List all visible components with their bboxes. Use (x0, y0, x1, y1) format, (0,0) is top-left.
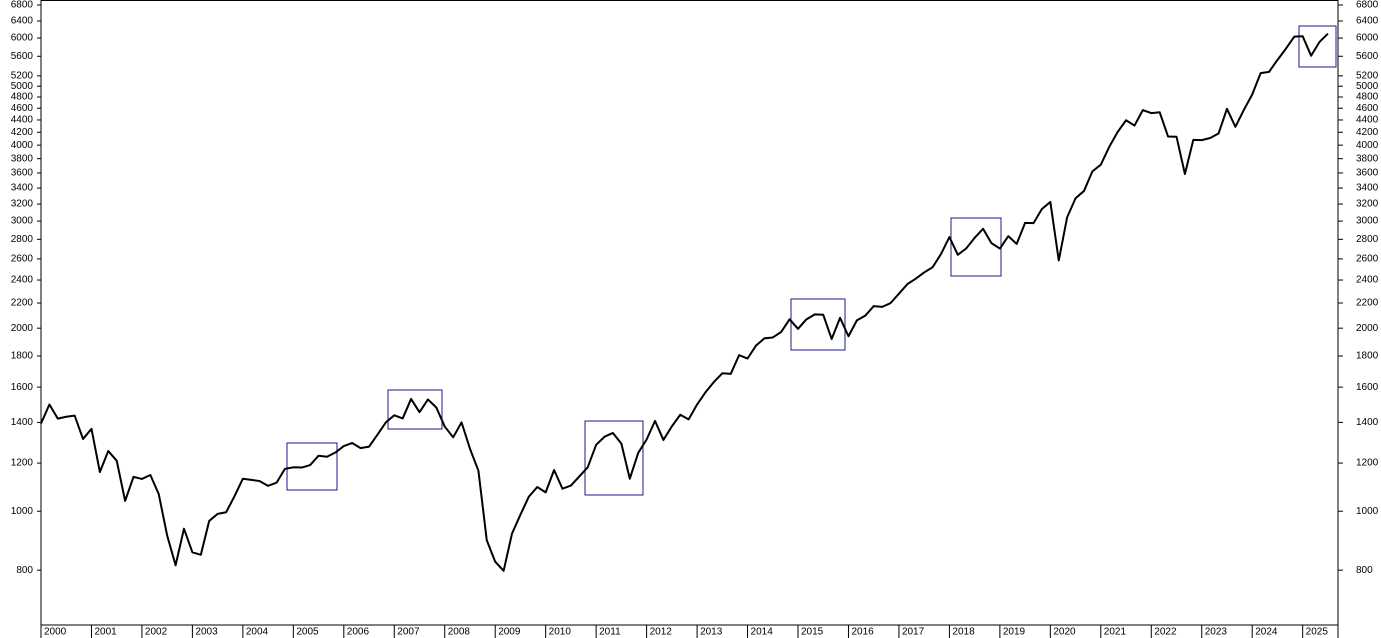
y-tick-label: 3400 (11, 183, 34, 194)
x-tick-label: 2009 (498, 627, 521, 638)
y2-tick-label: 5200 (1356, 70, 1379, 81)
x-tick-label: 2001 (94, 627, 117, 638)
x-tick-label: 2020 (1053, 627, 1076, 638)
x-tick-label: 2011 (599, 627, 621, 638)
y2-tick-label: 4600 (1356, 103, 1379, 114)
y2-tick-label: 4800 (1356, 92, 1379, 103)
highlight-box (1298, 25, 1337, 68)
y-tick-label: 3600 (11, 168, 34, 179)
y-tick-label: 3200 (11, 199, 34, 210)
y-tick-label: 2200 (11, 298, 34, 309)
y2-tick-label: 6800 (1356, 0, 1379, 11)
x-tick-label: 2000 (44, 627, 67, 638)
y2-tick-label: 2600 (1356, 254, 1379, 265)
y2-tick-label: 2200 (1356, 298, 1379, 309)
x-tick-label: 2013 (700, 627, 723, 638)
y-tick-label: 1000 (11, 506, 34, 517)
x-tick-label: 2023 (1205, 627, 1228, 638)
y2-tick-label: 3200 (1356, 199, 1379, 210)
highlight-box (286, 442, 338, 491)
x-tick-label: 2012 (650, 627, 673, 638)
y-tick-label: 5600 (11, 51, 34, 62)
y2-tick-label: 5000 (1356, 81, 1379, 92)
y2-tick-label: 2800 (1356, 234, 1379, 245)
x-tick-label: 2004 (246, 627, 269, 638)
x-tick-label: 2025 (1306, 627, 1329, 638)
x-tick-label: 2006 (347, 627, 370, 638)
highlight-box (584, 420, 644, 496)
y-tick-label: 2800 (11, 234, 34, 245)
y-tick-label: 4400 (11, 115, 34, 126)
y-tick-label: 6400 (11, 16, 34, 27)
y2-tick-label: 2400 (1356, 275, 1379, 286)
y2-tick-label: 1400 (1356, 417, 1379, 428)
y2-tick-label: 4200 (1356, 127, 1379, 138)
y-tick-label: 2600 (11, 254, 34, 265)
x-tick-label: 2022 (1154, 627, 1177, 638)
y-tick-label: 3800 (11, 153, 34, 164)
y2-tick-label: 5600 (1356, 51, 1379, 62)
y-tick-label: 2000 (11, 323, 34, 334)
price-line (40, 32, 1329, 572)
x-tick-label: 2018 (952, 627, 975, 638)
x-tick-label: 2008 (448, 627, 471, 638)
y2-tick-label: 4400 (1356, 115, 1379, 126)
y-tick-label: 4200 (11, 127, 34, 138)
x-tick-label: 2024 (1255, 627, 1278, 638)
y-tick-label: 5200 (11, 70, 34, 81)
y2-tick-label: 1200 (1356, 458, 1379, 469)
y2-tick-label: 3800 (1356, 153, 1379, 164)
x-tick-label: 2016 (851, 627, 874, 638)
x-tick-label: 2019 (1003, 627, 1026, 638)
y2-tick-label: 800 (1356, 565, 1373, 576)
y2-tick-label: 3000 (1356, 216, 1379, 227)
y-tick-label: 800 (16, 565, 33, 576)
x-tick-label: 2015 (801, 627, 824, 638)
x-tick-label: 2014 (751, 627, 774, 638)
y-tick-label: 1200 (11, 458, 34, 469)
x-tick-label: 2005 (296, 627, 319, 638)
y2-tick-label: 1600 (1356, 382, 1379, 393)
y-tick-label: 4600 (11, 103, 34, 114)
y2-tick-label: 1000 (1356, 506, 1379, 517)
y-tick-label: 1800 (11, 351, 34, 362)
x-tick-label: 2003 (195, 627, 218, 638)
y-tick-label: 2400 (11, 275, 34, 286)
highlight-box (790, 298, 846, 351)
y2-tick-label: 4000 (1356, 140, 1379, 151)
x-tick-label: 2007 (397, 627, 420, 638)
y-tick-label: 6000 (11, 33, 34, 44)
y2-tick-label: 3400 (1356, 183, 1379, 194)
y2-tick-label: 6000 (1356, 33, 1379, 44)
x-tick-label: 2002 (145, 627, 168, 638)
y-tick-label: 1600 (11, 382, 34, 393)
x-tick-label: 2021 (1104, 627, 1127, 638)
y-tick-label: 6800 (11, 0, 34, 11)
y2-tick-label: 2000 (1356, 323, 1379, 334)
y-tick-label: 4800 (11, 92, 34, 103)
highlight-box (387, 389, 443, 430)
y2-tick-label: 3600 (1356, 168, 1379, 179)
x-tick-label: 2017 (902, 627, 925, 638)
y-tick-label: 1400 (11, 417, 34, 428)
y-tick-label: 3000 (11, 216, 34, 227)
y2-tick-label: 6400 (1356, 16, 1379, 27)
y-tick-label: 5000 (11, 81, 34, 92)
y-tick-label: 4000 (11, 140, 34, 151)
x-tick-label: 2010 (549, 627, 572, 638)
y2-tick-label: 1800 (1356, 351, 1379, 362)
